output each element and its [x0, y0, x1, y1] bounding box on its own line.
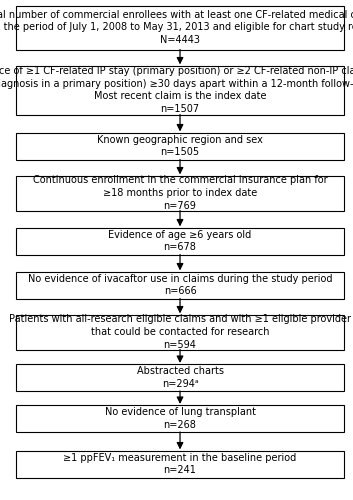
Text: Continuous enrollment in the commercial insurance plan for
≥18 months prior to i: Continuous enrollment in the commercial …	[33, 175, 327, 211]
FancyBboxPatch shape	[16, 272, 344, 298]
FancyBboxPatch shape	[16, 450, 344, 477]
FancyBboxPatch shape	[16, 132, 344, 160]
FancyBboxPatch shape	[16, 176, 344, 210]
FancyBboxPatch shape	[16, 66, 344, 114]
Text: Known geographic region and sex
n=1505: Known geographic region and sex n=1505	[97, 134, 263, 158]
Text: Evidence of ≥1 CF-related IP stay (primary position) or ≥2 CF-related non-IP cla: Evidence of ≥1 CF-related IP stay (prima…	[0, 66, 353, 114]
Text: Abstracted charts
n=294ᵃ: Abstracted charts n=294ᵃ	[137, 366, 223, 389]
Text: Total number of commercial enrollees with at least one CF-related medical claim
: Total number of commercial enrollees wit…	[0, 10, 353, 46]
FancyBboxPatch shape	[16, 228, 344, 254]
Text: Patients with all-research eligible claims and with ≥1 eligible provider
that co: Patients with all-research eligible clai…	[9, 314, 351, 350]
FancyBboxPatch shape	[16, 364, 344, 391]
Text: Evidence of age ≥6 years old
n=678: Evidence of age ≥6 years old n=678	[108, 230, 252, 252]
Text: No evidence of ivacaftor use in claims during the study period
n=666: No evidence of ivacaftor use in claims d…	[28, 274, 332, 296]
Text: ≥1 ppFEV₁ measurement in the baseline period
n=241: ≥1 ppFEV₁ measurement in the baseline pe…	[64, 452, 297, 475]
FancyBboxPatch shape	[16, 314, 344, 350]
FancyBboxPatch shape	[16, 405, 344, 432]
FancyBboxPatch shape	[16, 6, 344, 50]
Text: No evidence of lung transplant
n=268: No evidence of lung transplant n=268	[104, 407, 256, 430]
